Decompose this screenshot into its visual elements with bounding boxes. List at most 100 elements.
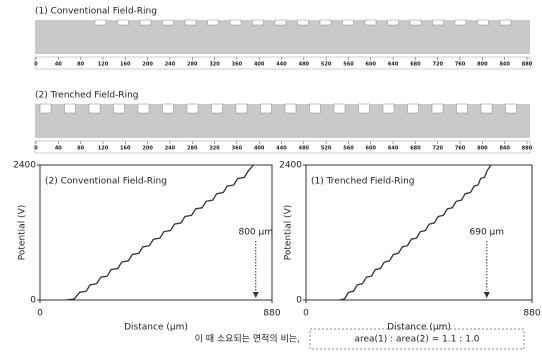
field-ring	[383, 104, 394, 113]
x-tick-label: 880	[523, 309, 540, 319]
ruler-label: 760	[455, 62, 466, 68]
x-tick-label: 880	[263, 309, 280, 319]
field-ring	[481, 104, 492, 113]
field-ring	[65, 104, 76, 113]
field-ring	[500, 20, 511, 25]
ruler-label: 800	[477, 62, 488, 68]
ruler-label: 400	[254, 146, 265, 152]
ruler-label: 840	[499, 146, 510, 152]
field-ring	[298, 20, 309, 25]
field-ring	[89, 104, 100, 113]
ruler-label: 280	[187, 62, 198, 68]
ruler-label: 400	[254, 62, 265, 68]
ruler-label: 440	[276, 146, 287, 152]
y-tick-label: 2400	[279, 161, 302, 171]
ruler-label: 160	[120, 146, 131, 152]
ruler-label: 680	[410, 146, 421, 152]
field-ring	[506, 104, 517, 113]
field-ring	[236, 104, 247, 113]
field-ring	[408, 104, 419, 113]
x-axis-label: Distance (μm)	[387, 323, 451, 333]
figure: 이 때 소요되는 면적의 비는, area(1) : area(2) = 1.1…	[0, 0, 542, 351]
ruler-label: 320	[209, 146, 220, 152]
ruler-label: 0	[34, 62, 38, 68]
ruler-label: 880	[522, 146, 533, 152]
field-ring	[95, 20, 106, 25]
field-ring	[478, 20, 489, 25]
ruler-label: 720	[433, 146, 444, 152]
y-tick-label: 0	[30, 296, 36, 306]
ruler-label: 720	[433, 62, 444, 68]
field-ring	[138, 104, 149, 113]
y-tick-label: 0	[296, 296, 302, 306]
ruler-label: 640	[388, 146, 399, 152]
ruler-label: 160	[120, 62, 131, 68]
field-ring	[365, 20, 376, 25]
field-ring	[275, 20, 286, 25]
ruler-label: 0	[34, 146, 38, 152]
field-ring	[163, 104, 174, 113]
field-ring	[455, 20, 466, 25]
strip-title: (1) Conventional Field-Ring	[35, 7, 157, 17]
ruler-label: 480	[299, 62, 310, 68]
ruler-label: 600	[366, 62, 377, 68]
ruler-label: 80	[77, 146, 84, 152]
ruler-label: 200	[142, 62, 153, 68]
strip-body	[35, 104, 530, 138]
field-ring	[208, 20, 219, 25]
field-ring	[320, 20, 331, 25]
ruler-label: 360	[232, 62, 243, 68]
field-ring	[334, 104, 345, 113]
ruler-label: 840	[499, 62, 510, 68]
ruler-label: 40	[55, 146, 62, 152]
ruler-label: 560	[343, 62, 354, 68]
y-axis-label: Potential (V)	[18, 205, 28, 260]
field-ring	[163, 20, 174, 25]
ruler-label: 120	[98, 146, 109, 152]
ruler-label: 120	[98, 62, 109, 68]
x-tick-label: 0	[37, 309, 43, 319]
x-tick-label: 0	[303, 309, 309, 319]
ruler-label: 240	[165, 62, 176, 68]
ruler-label: 480	[299, 146, 310, 152]
annotation: 690 μm	[470, 228, 505, 238]
field-ring	[114, 104, 125, 113]
y-tick-label: 2400	[13, 161, 36, 171]
y-axis-label: Potential (V)	[284, 205, 294, 260]
strip-title: (2) Trenched Field-Ring	[35, 91, 138, 101]
ruler-label: 320	[209, 62, 220, 68]
chart-title: (2) Conventional Field-Ring	[45, 177, 167, 187]
field-ring	[343, 20, 354, 25]
field-ring	[140, 20, 151, 25]
ruler-label: 440	[276, 62, 287, 68]
field-ring	[310, 104, 321, 113]
ruler-label: 40	[55, 62, 62, 68]
field-ring	[185, 20, 196, 25]
field-ring	[187, 104, 198, 113]
ruler-label: 760	[455, 146, 466, 152]
caption-text: 이 때 소요되는 면적의 비는,	[195, 333, 300, 345]
ruler-label: 240	[165, 146, 176, 152]
ruler-label: 680	[410, 62, 421, 68]
chart-title: (1) Trenched Field-Ring	[311, 177, 414, 187]
field-ring	[212, 104, 223, 113]
ruler-label: 520	[321, 146, 332, 152]
field-ring	[432, 104, 443, 113]
field-ring	[388, 20, 399, 25]
field-ring	[359, 104, 370, 113]
ruler-label: 80	[77, 62, 84, 68]
ruler-label: 640	[388, 62, 399, 68]
annotation: 800 μm	[238, 228, 273, 238]
ruler-label: 800	[477, 146, 488, 152]
ruler-label: 600	[366, 146, 377, 152]
field-ring	[433, 20, 444, 25]
ruler-label: 360	[232, 146, 243, 152]
ruler-label: 520	[321, 62, 332, 68]
field-ring	[230, 20, 241, 25]
x-axis-label: Distance (μm)	[124, 323, 188, 333]
ruler-label: 200	[142, 146, 153, 152]
field-ring	[261, 104, 272, 113]
field-ring	[118, 20, 129, 25]
field-ring	[40, 104, 51, 113]
caption-ratio: area(1) : area(2) = 1.1 : 1.0	[354, 335, 479, 345]
